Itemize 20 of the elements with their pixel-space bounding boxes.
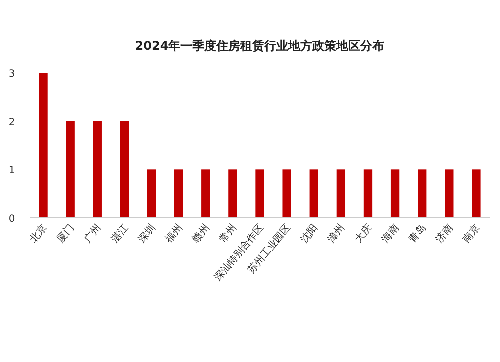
- x-tick-label: 北京: [28, 222, 50, 246]
- x-tick-label: 赣州: [190, 222, 212, 246]
- x-tick-label: 海南: [380, 222, 402, 246]
- x-tick-label: 广州: [82, 222, 104, 246]
- x-tick-label: 大庆: [352, 222, 375, 246]
- x-tick-label: 深圳: [136, 222, 158, 246]
- x-tick-label: 漳州: [325, 222, 348, 246]
- y-tick-label: 2: [8, 117, 16, 128]
- x-tick-label: 青岛: [406, 222, 429, 246]
- x-tick-label: 南京: [460, 222, 483, 246]
- x-tick-label: 厦门: [54, 222, 77, 246]
- y-tick-label: 3: [8, 69, 16, 80]
- y-tick-label: 0: [8, 214, 16, 225]
- x-tick-label: 湛江: [108, 222, 132, 246]
- x-tick-label: 沈阳: [298, 222, 320, 246]
- y-tick-label: 1: [8, 166, 16, 177]
- title: 2024年一季度住房租赁行业地方政策地区分布: [135, 39, 385, 53]
- x-tick-label: 福州: [163, 222, 186, 246]
- x-tick-label: 济南: [434, 222, 456, 246]
- x-tick-label: 常州: [217, 222, 240, 246]
